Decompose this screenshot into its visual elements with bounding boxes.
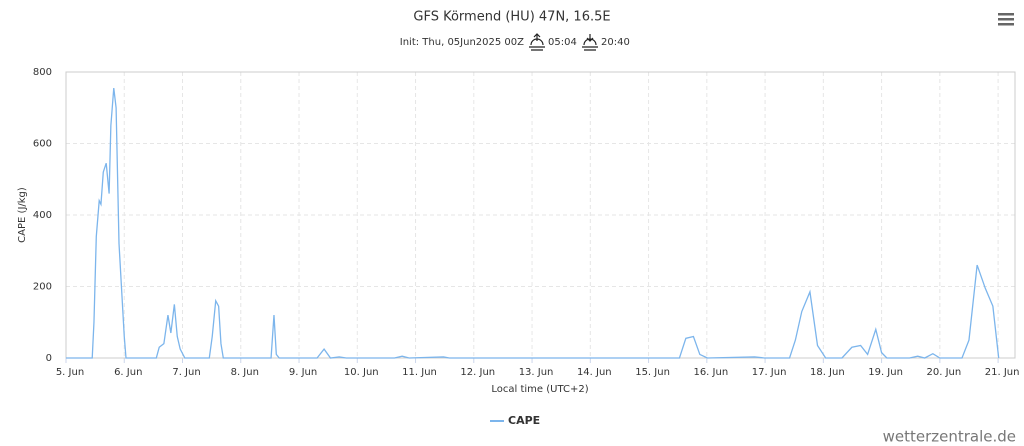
y-tick-label: 400 — [33, 210, 52, 221]
legend-label[interactable]: CAPE — [508, 414, 540, 427]
sunset-time: 20:40 — [601, 37, 630, 48]
x-tick-label: 11. Jun — [402, 367, 437, 378]
series-line — [66, 88, 1000, 359]
x-tick-label: 12. Jun — [460, 367, 495, 378]
x-tick-label: 7. Jun — [172, 367, 200, 378]
x-tick-label: 13. Jun — [519, 367, 554, 378]
x-tick-label: 9. Jun — [289, 367, 317, 378]
sunrise-icon — [529, 33, 545, 51]
sunset-icon — [582, 34, 598, 51]
subtitle-init: Init: Thu, 05Jun2025 00Z — [400, 37, 524, 48]
x-tick-label: 10. Jun — [344, 367, 379, 378]
x-tick-label: 8. Jun — [231, 367, 259, 378]
x-tick-label: 18. Jun — [810, 367, 845, 378]
x-tick-label: 20. Jun — [926, 367, 961, 378]
x-tick-label: 6. Jun — [114, 367, 142, 378]
x-axis-label: Local time (UTC+2) — [491, 384, 588, 395]
chart-title: GFS Körmend (HU) 47N, 16.5E — [413, 10, 610, 25]
x-tick-label: 15. Jun — [635, 367, 670, 378]
y-tick-label: 200 — [33, 282, 52, 293]
watermark: wetterzentrale.de — [883, 428, 1016, 446]
x-tick-label: 16. Jun — [693, 367, 728, 378]
y-axis-label: CAPE (J/kg) — [17, 187, 28, 243]
x-tick-label: 5. Jun — [56, 367, 84, 378]
y-tick-label: 0 — [46, 353, 52, 364]
x-tick-label: 21. Jun — [985, 367, 1020, 378]
y-tick-label: 800 — [33, 67, 52, 78]
x-tick-label: 14. Jun — [577, 367, 612, 378]
y-tick-label: 600 — [33, 139, 52, 150]
sunrise-time: 05:04 — [548, 37, 577, 48]
x-tick-label: 17. Jun — [752, 367, 787, 378]
x-tick-label: 19. Jun — [868, 367, 903, 378]
menu-button[interactable] — [998, 13, 1014, 26]
